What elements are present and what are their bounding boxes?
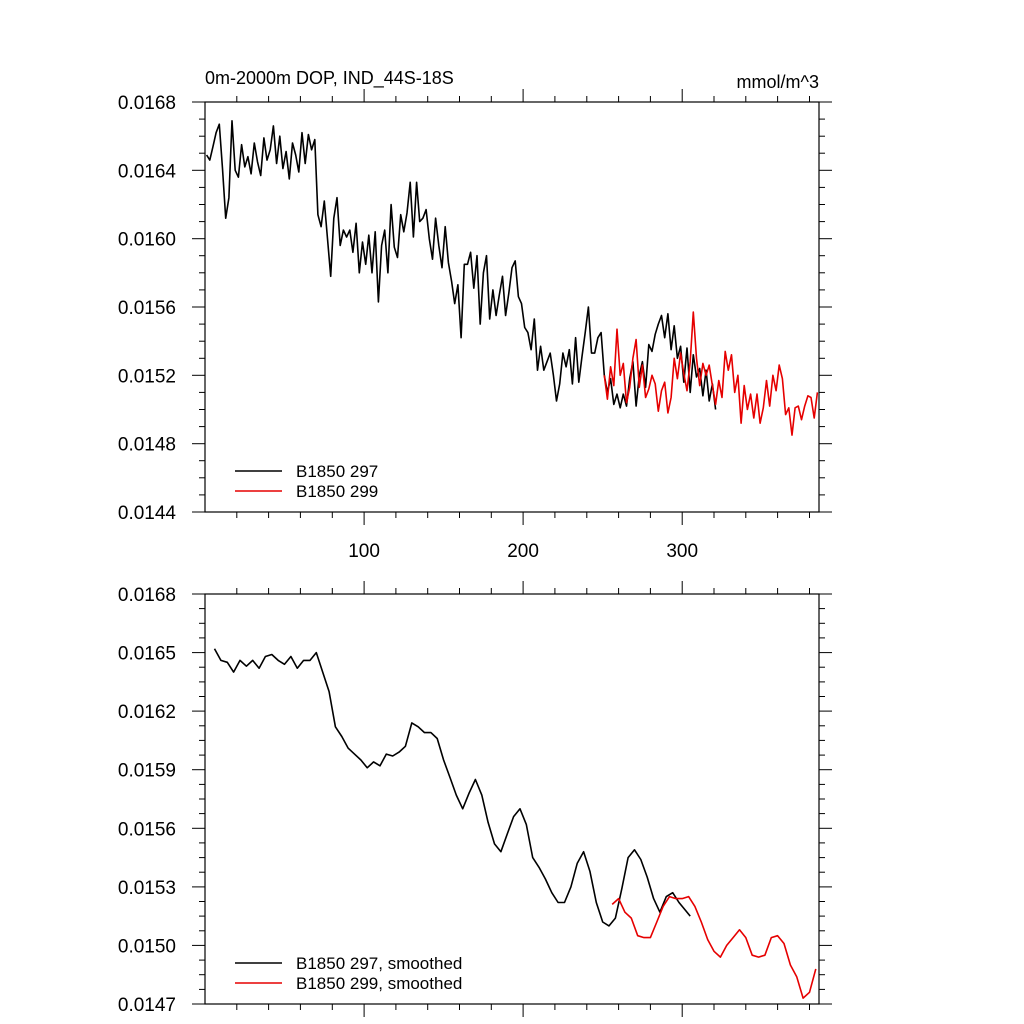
bottom-legend: B1850 297, smoothed B1850 299, smoothed: [235, 954, 462, 993]
bottom-y-axis: 0.0147 0.0150 0.0153 0.0156 0.0159 0.0162 0.01…: [118, 585, 832, 1016]
bottom-plot-frame: [204, 593, 820, 1005]
top-series-line-b1850-299: [603, 311, 819, 436]
top-y-tick-label: 0.0144: [118, 503, 177, 524]
top-panel: 100 200 300 0.0144 0.0148 0.0152 0.0156 0.0160…: [118, 68, 832, 562]
bottom-y-tick-label: 0.0156: [118, 819, 176, 840]
top-y-tick-label: 0.0152: [118, 366, 176, 387]
top-legend-label-299: B1850 299: [296, 482, 378, 501]
top-y-tick-label: 0.0148: [118, 435, 176, 456]
top-y-tick-label: 0.0156: [118, 298, 176, 319]
bottom-y-tick-label: 0.0165: [118, 644, 176, 665]
bottom-y-tick-label: 0.0147: [118, 995, 176, 1016]
bottom-series-line-b1850-297-smoothed: [213, 648, 691, 927]
bottom-y-tick-label: 0.0168: [118, 585, 176, 606]
bottom-y-tick-label: 0.0159: [118, 761, 176, 782]
bottom-legend-label-299: B1850 299, smoothed: [296, 974, 462, 993]
bottom-series-layer: [213, 648, 817, 999]
top-y-axis: 0.0144 0.0148 0.0152 0.0156 0.0160 0.0164 0.01…: [118, 93, 832, 524]
top-series-layer: [205, 120, 819, 436]
top-chart-title: 0m-2000m DOP, IND_44S-18S: [205, 68, 454, 89]
bottom-y-tick-label: 0.0150: [118, 936, 176, 957]
bottom-y-tick-label: 0.0153: [118, 878, 176, 899]
top-legend: B1850 297 B1850 299: [235, 462, 378, 501]
top-y-tick-label: 0.0160: [118, 230, 176, 251]
top-y-tick-label: 0.0164: [118, 161, 177, 182]
top-x-tick-label: 300: [666, 541, 698, 562]
bottom-legend-label-297: B1850 297, smoothed: [296, 954, 462, 973]
bottom-y-tick-label: 0.0162: [118, 702, 176, 723]
bottom-panel: 0.0147 0.0150 0.0153 0.0156 0.0159 0.0162 0.01…: [118, 581, 832, 1017]
top-x-tick-label: 200: [507, 541, 539, 562]
top-series-line-b1850-297: [205, 120, 717, 410]
top-x-axis: 100 200 300: [236, 89, 810, 562]
bottom-x-axis: [236, 581, 810, 1017]
top-x-tick-label: 100: [348, 541, 380, 562]
top-y-tick-label: 0.0168: [118, 93, 176, 114]
bottom-series-line-b1850-299-smoothed: [611, 895, 817, 999]
top-legend-label-297: B1850 297: [296, 462, 378, 481]
top-units-label: mmol/m^3: [737, 72, 819, 92]
